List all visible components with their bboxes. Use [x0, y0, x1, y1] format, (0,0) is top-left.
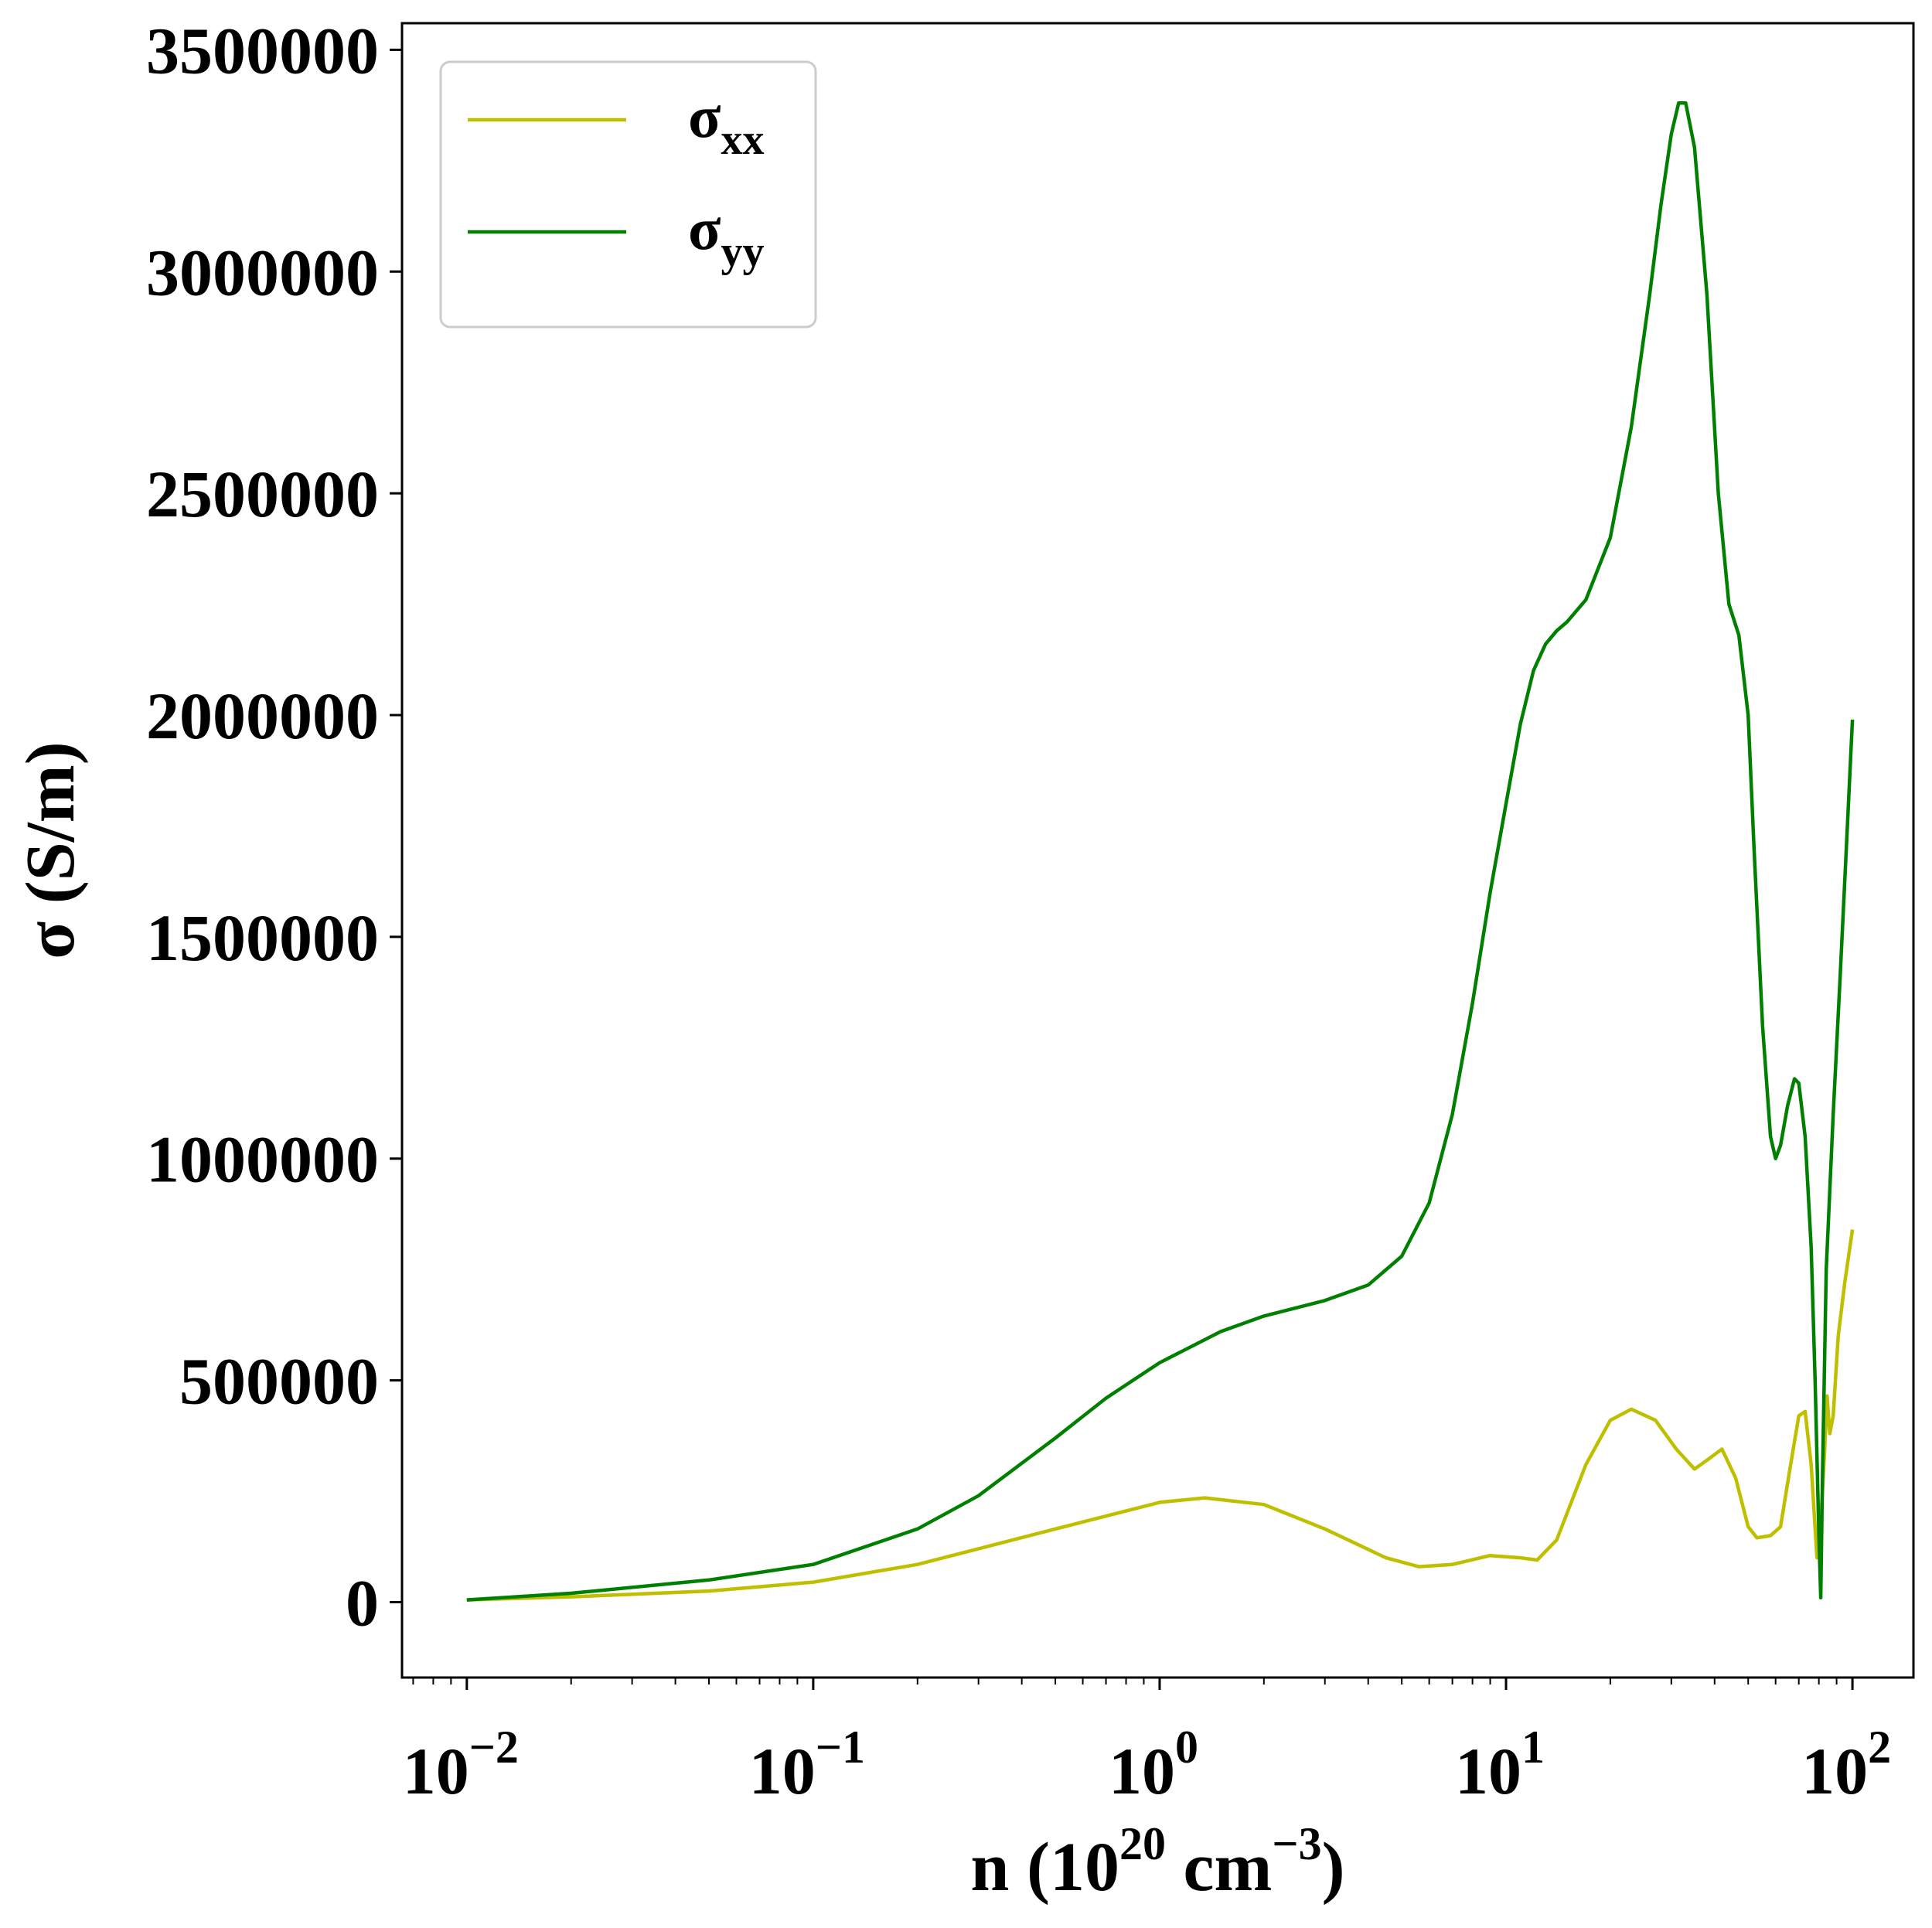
legend: σxx σyy	[439, 60, 817, 329]
y-tick-label: 1000000	[146, 1122, 379, 1197]
x-tick-label: 100	[1109, 1722, 1198, 1808]
y-tick-label: 2500000	[146, 457, 379, 531]
series-line-yy	[466, 101, 1855, 1602]
x-tick-label: 102	[1801, 1722, 1891, 1808]
axis-ticks: 0 500000 1000000 1500000 2000000 2500000 30000…	[146, 13, 1891, 1808]
y-tick-label: 2000000	[146, 679, 379, 753]
plot-frame	[400, 22, 1915, 1679]
x-tick-label: 101	[1455, 1722, 1545, 1808]
y-tick-label: 500000	[179, 1344, 379, 1419]
y-tick-label: 0	[346, 1565, 379, 1640]
x-tick-label: 10−2	[403, 1722, 519, 1808]
y-tick-label: 3500000	[146, 13, 379, 87]
y-tick-label: 3000000	[146, 235, 379, 309]
y-tick-label: 1500000	[146, 901, 379, 975]
series-line-xx	[466, 1229, 1855, 1602]
legend-label-yy: σyy	[688, 195, 764, 276]
plot-marks	[466, 101, 1855, 1602]
legend-box	[439, 60, 817, 329]
x-axis-label: n (1020 cm−3)	[970, 1818, 1344, 1906]
y-axis-label: σ (S/m)	[12, 741, 89, 959]
x-tick-label: 10−1	[749, 1722, 865, 1808]
legend-label-xx: σxx	[688, 83, 764, 164]
